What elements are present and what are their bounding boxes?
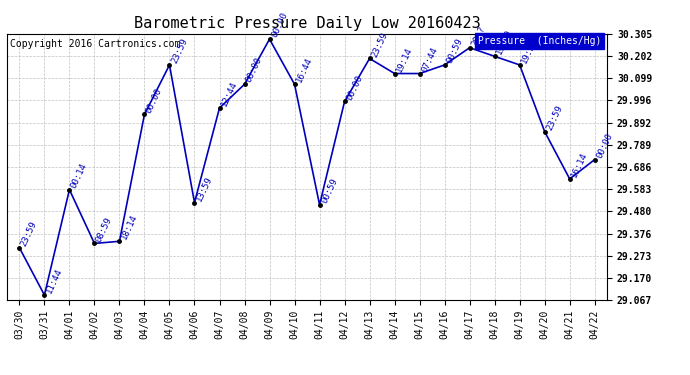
Text: 18:14: 18:14 — [119, 213, 139, 241]
Text: 16:44: 16:44 — [295, 56, 314, 84]
Text: 19:14: 19:14 — [395, 45, 414, 74]
Text: 00:59: 00:59 — [444, 37, 464, 65]
Text: 00:00: 00:00 — [344, 74, 364, 102]
Text: 16:14: 16:14 — [570, 151, 589, 179]
Text: 00:00: 00:00 — [244, 56, 264, 84]
Text: 12:44: 12:44 — [219, 80, 239, 108]
Text: 23:59: 23:59 — [370, 30, 389, 58]
Text: Copyright 2016 Cartronics.com: Copyright 2016 Cartronics.com — [10, 39, 180, 49]
Text: 00:00: 00:00 — [595, 131, 614, 160]
Text: 00:14: 00:14 — [70, 162, 89, 190]
Text: 11:44: 11:44 — [44, 267, 64, 295]
Text: 00:59: 00:59 — [319, 177, 339, 205]
Text: 23:59: 23:59 — [544, 104, 564, 132]
Text: 00:00: 00:00 — [270, 11, 289, 39]
Text: 00:00: 00:00 — [144, 86, 164, 114]
Text: 19:29: 19:29 — [495, 28, 514, 56]
Text: Pressure  (Inches/Hg): Pressure (Inches/Hg) — [477, 36, 601, 46]
Text: 19:29: 19:29 — [520, 37, 539, 65]
Text: 23:59: 23:59 — [19, 220, 39, 248]
Text: 07:44: 07:44 — [420, 45, 439, 74]
Title: Barometric Pressure Daily Low 20160423: Barometric Pressure Daily Low 20160423 — [134, 16, 480, 31]
Text: 08:59: 08:59 — [95, 215, 114, 243]
Text: 20:?: 20:? — [470, 24, 487, 48]
Text: 13:59: 13:59 — [195, 174, 214, 202]
Text: 23:59: 23:59 — [170, 37, 189, 65]
